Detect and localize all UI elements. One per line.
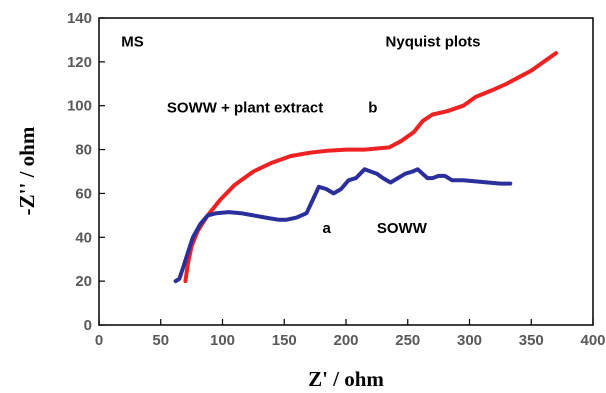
y-tick-label: 120 (67, 54, 92, 71)
annotation-3: b (368, 99, 377, 116)
x-tick-label: 100 (210, 332, 235, 349)
annotation-4: a (323, 220, 332, 237)
series-line-soww-plant-extract (183, 51, 558, 284)
annotation-1: Nyquist plots (386, 34, 481, 51)
x-tick-label: 350 (519, 332, 544, 349)
y-tick-label: 140 (67, 10, 92, 27)
annotation-2: SOWW + plant extract (167, 99, 323, 116)
y-tick-label: 60 (75, 185, 92, 202)
series-layer (173, 51, 558, 284)
x-tick-label: 300 (457, 332, 482, 349)
y-tick-label: 100 (67, 98, 92, 115)
annotations-layer: MS Nyquist plots SOWW + plant extract b a SOW… (121, 34, 480, 237)
y-tick-label: 80 (75, 142, 92, 159)
x-tick-label: 250 (395, 332, 420, 349)
y-tick-label: 0 (84, 317, 92, 334)
annotation-5: SOWW (377, 220, 428, 237)
x-axis-label: Z' / ohm (308, 367, 384, 391)
x-tick-label: 0 (95, 332, 103, 349)
y-tick-label: 40 (75, 229, 92, 246)
y-axis-label: -Z'' / ohm (15, 126, 39, 215)
series-line-soww (173, 167, 513, 284)
annotation-0: MS (121, 34, 144, 51)
x-tick-label: 200 (333, 332, 358, 349)
y-tick-label: 20 (75, 273, 92, 290)
x-tick-label: 50 (152, 332, 169, 349)
axis-ticks: 0 50 100 150 200 250 300 350 400 0 20 40 60 80 100 120 1… (67, 10, 606, 349)
x-tick-label: 150 (272, 332, 297, 349)
x-tick-label: 400 (580, 332, 605, 349)
plot-area-frame (98, 17, 594, 326)
